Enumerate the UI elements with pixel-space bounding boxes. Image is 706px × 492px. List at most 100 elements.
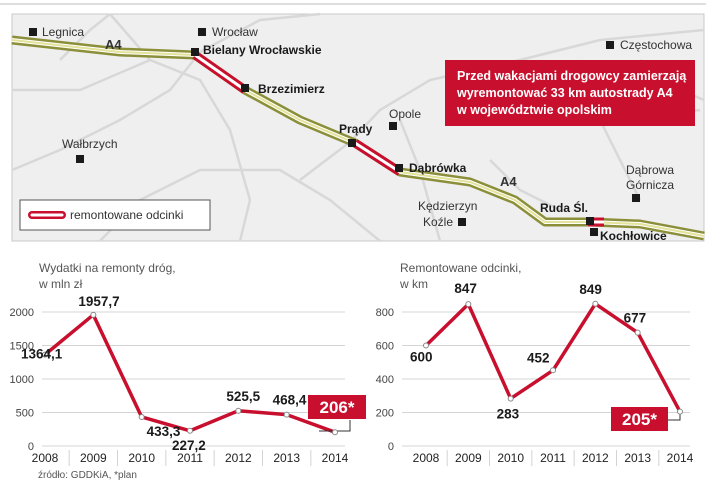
x-tick-label: 2012 xyxy=(582,451,609,465)
town-marker xyxy=(606,41,614,49)
renovated-segments xyxy=(192,51,604,227)
map-legend: remontowane odcinki xyxy=(19,199,211,231)
y-tick-label: 600 xyxy=(376,341,394,353)
data-point xyxy=(235,407,242,414)
data-label: 1364,1 xyxy=(21,347,63,362)
road-label-a4: A4 xyxy=(500,174,517,189)
y-tick-label: 2000 xyxy=(10,307,34,319)
place-gornicza: Górnicza xyxy=(626,178,674,192)
place-walbrzych: Wałbrzych xyxy=(62,137,118,151)
data-point xyxy=(332,429,338,436)
data-point xyxy=(592,300,599,307)
callout-line-2: wyremontować 33 km autostrady A4 xyxy=(456,86,673,100)
highlight-badge-label: 205* xyxy=(622,410,657,429)
data-point xyxy=(634,329,641,336)
road-label-a4: A4 xyxy=(105,37,122,52)
source-note: źródło: GDDKiA, *plan xyxy=(38,470,137,481)
highlight-badge-label: 206* xyxy=(320,398,355,417)
town-marker xyxy=(76,155,84,163)
chart-title: Wydatki na remonty dróg, xyxy=(39,261,176,275)
highlight-badge xyxy=(308,395,366,419)
data-point xyxy=(677,408,683,415)
place-wroclaw: Wrocław xyxy=(212,25,258,39)
road xyxy=(299,141,351,181)
data-point xyxy=(550,367,556,374)
data-point xyxy=(187,427,193,434)
x-tick-label: 2008 xyxy=(32,451,59,465)
road xyxy=(11,51,201,172)
town-marker xyxy=(29,28,37,36)
data-label: 600 xyxy=(410,350,433,365)
road xyxy=(489,159,561,212)
renovated-segment-inner xyxy=(354,141,401,174)
place-prady: Prądy xyxy=(339,122,373,136)
place-opole: Opole xyxy=(389,107,421,121)
data-point xyxy=(90,311,97,318)
chart-title: Remontowane odcinki, xyxy=(400,261,521,275)
data-point xyxy=(283,411,290,418)
place-brzezimierz: Brzezimierz xyxy=(258,82,325,96)
road xyxy=(398,119,442,242)
place-legnica: Legnica xyxy=(42,25,84,39)
data-point xyxy=(42,351,48,358)
y-tick-label: 200 xyxy=(376,408,394,420)
x-tick-label: 2013 xyxy=(273,451,300,465)
chart-subtitle: w mln zł xyxy=(38,277,83,291)
town-marker xyxy=(389,122,397,130)
callout-line-3: w województwie opolskim xyxy=(456,103,612,117)
chart-expenses: Wydatki na remonty dróg, w mln zł 0 500 10… xyxy=(10,261,366,466)
callout-line-1: Przed wakacjami drogowcy zamierzają xyxy=(457,69,687,83)
town-marker xyxy=(348,139,356,147)
town-marker xyxy=(632,194,640,202)
y-tick-label: 400 xyxy=(376,374,394,386)
data-label: 525,5 xyxy=(226,389,260,404)
x-tick-label: 2009 xyxy=(80,451,107,465)
chart-renovated-km: Remontowane odcinki, w km 0 200 400 600 800 2… xyxy=(376,261,694,466)
chart-subtitle: w km xyxy=(399,277,428,291)
x-tick-label: 2010 xyxy=(128,451,155,465)
x-tick-label: 2010 xyxy=(497,451,524,465)
data-label: 433,3 xyxy=(147,424,181,439)
x-tick-label: 2013 xyxy=(624,451,651,465)
x-tick-label: 2009 xyxy=(455,451,482,465)
data-point xyxy=(507,395,514,402)
x-tick-label: 2012 xyxy=(225,451,252,465)
data-label: 452 xyxy=(527,350,550,365)
y-tick-label: 1000 xyxy=(10,374,34,386)
town-marker xyxy=(241,84,249,92)
town-marker xyxy=(590,228,598,236)
data-label: 227,2 xyxy=(172,438,206,453)
place-kedzierzyn: Kędzierzyn xyxy=(418,199,477,213)
town-marker xyxy=(586,217,594,225)
place-ruda: Ruda Śl. xyxy=(540,200,588,215)
data-label: 849 xyxy=(579,282,602,297)
badge-leader xyxy=(319,420,351,432)
town-marker xyxy=(458,218,466,226)
data-point xyxy=(138,413,145,420)
place-kochlowice: Kochłowice xyxy=(600,229,667,243)
callout-box: Przed wakacjami drogowcy zamierzają wyre… xyxy=(445,60,695,126)
y-tick-label: 0 xyxy=(28,441,34,453)
place-bielany: Bielany Wrocławskie xyxy=(203,43,322,57)
place-dabrowa: Dąbrowa xyxy=(626,163,674,177)
x-tick-label: 2008 xyxy=(413,451,440,465)
data-label: 847 xyxy=(454,281,477,296)
x-tick-label: 2011 xyxy=(540,451,566,465)
data-label: 468,4 xyxy=(273,393,307,408)
x-tick-label: 2011 xyxy=(177,451,203,465)
y-tick-label: 1500 xyxy=(10,341,34,353)
place-labels: Legnica Wrocław Bielany Wrocławskie Brze… xyxy=(42,25,692,243)
town-marker xyxy=(191,48,199,56)
data-label: 1957,7 xyxy=(78,294,119,309)
x-tick-label: 2014 xyxy=(322,451,349,465)
highlight-badge xyxy=(611,407,668,431)
place-kozle: Koźle xyxy=(423,215,453,229)
y-tick-label: 800 xyxy=(376,307,394,319)
renovated-segment-inner xyxy=(194,53,246,92)
callout-background xyxy=(445,60,695,126)
series-line xyxy=(43,313,336,434)
town-marker xyxy=(395,164,403,172)
map: A4 A4 Legnica Wrocław Bielany Wrocławski… xyxy=(11,12,705,243)
